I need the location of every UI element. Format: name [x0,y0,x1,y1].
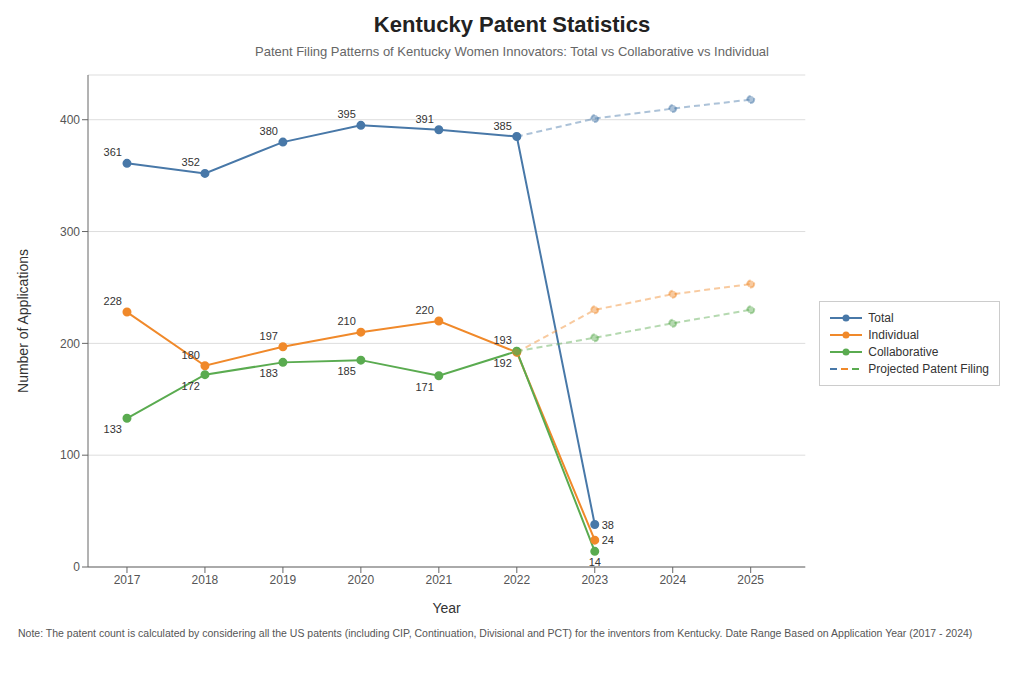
svg-text:2020: 2020 [348,573,375,587]
svg-text:385: 385 [493,120,511,132]
svg-text:210: 210 [338,315,356,327]
svg-text:171: 171 [415,381,433,393]
svg-text:Number of Applications: Number of Applications [15,249,31,393]
svg-text:24: 24 [602,534,614,546]
html-text:Collaborative: Collaborative [868,344,939,359]
svg-text:400: 400 [60,113,80,127]
svg-text:Year: Year [432,600,461,616]
svg-text:2018: 2018 [192,573,219,587]
svg-text:180: 180 [182,349,200,361]
svg-text:2023: 2023 [581,573,608,587]
html-text:Note: The patent count is calc: Note: The patent count is calculated by … [18,627,973,639]
html-text:Projected Patent Filing: Projected Patent Filing [868,361,989,376]
html-text:Individual: Individual [868,327,919,342]
svg-text:361: 361 [104,146,122,158]
svg-text:395: 395 [338,108,356,120]
svg-text:380: 380 [260,125,278,137]
svg-text:172: 172 [182,380,200,392]
svg-text:220: 220 [415,304,433,316]
svg-text:183: 183 [260,367,278,379]
svg-text:185: 185 [338,365,356,377]
svg-text:391: 391 [415,113,433,125]
svg-text:2024: 2024 [659,573,686,587]
svg-text:193: 193 [493,334,511,346]
svg-text:133: 133 [104,423,122,435]
svg-text:38: 38 [602,519,614,531]
svg-text:0: 0 [73,560,80,574]
svg-text:2021: 2021 [425,573,452,587]
svg-text:2019: 2019 [270,573,297,587]
svg-text:2017: 2017 [114,573,141,587]
svg-text:100: 100 [60,448,80,462]
svg-text:300: 300 [60,225,80,239]
svg-text:2022: 2022 [503,573,530,587]
svg-text:197: 197 [260,330,278,342]
svg-text:228: 228 [104,295,122,307]
svg-text:200: 200 [60,337,80,351]
html-text:Total: Total [868,310,894,325]
svg-text:14: 14 [589,556,601,568]
svg-text:192: 192 [493,357,511,369]
html-text:Patent Filing Patterns of Kent: Patent Filing Patterns of Kentucky Women… [255,44,769,59]
html-text:Kentucky Patent Statistics: Kentucky Patent Statistics [373,12,651,37]
svg-text:352: 352 [182,156,200,168]
svg-text:2025: 2025 [737,573,764,587]
